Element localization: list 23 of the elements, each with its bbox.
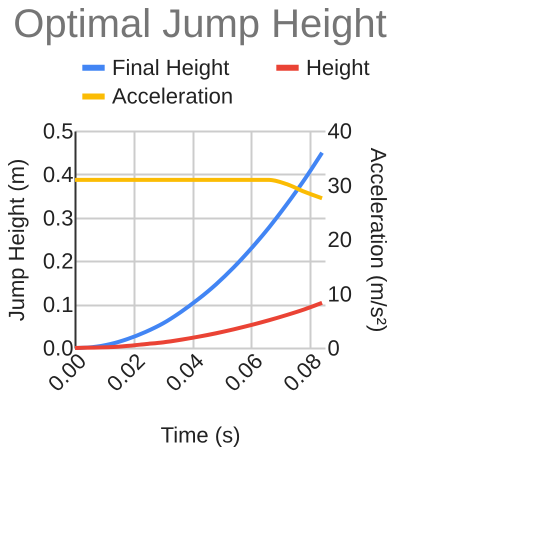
- y-tick-label: 0.4: [42, 162, 74, 187]
- y-axis-title: Jump Height (m): [4, 158, 29, 322]
- y-tick-label: 0.1: [42, 292, 74, 318]
- y-tick-label: 0.5: [42, 118, 74, 144]
- x-tick-label: 0.02: [102, 348, 150, 396]
- y2-tick-label: 10: [328, 281, 352, 306]
- y2-tick-label: 30: [328, 172, 352, 198]
- y2-tick-label: 20: [328, 227, 352, 252]
- legend-label: Final Height: [112, 54, 230, 80]
- y-tick-label: 0.2: [42, 248, 74, 274]
- line-series: [73, 178, 324, 200]
- x-tick-label: 0.06: [220, 348, 268, 396]
- y2-tick-label: 40: [328, 118, 352, 144]
- x-tick-label: 0.08: [278, 348, 326, 396]
- x-axis-title: Time (s): [160, 422, 240, 448]
- x-tick-label: 0.04: [160, 348, 209, 396]
- y2-tick-label: 0: [328, 336, 340, 360]
- chart-title: Optimal Jump Height: [13, 2, 387, 46]
- y-tick-label: 0.3: [42, 205, 74, 230]
- legend-label: Height: [306, 54, 370, 80]
- y2-axis-title: Acceleration (m/s²): [366, 148, 391, 332]
- line-series: [73, 300, 324, 350]
- legend-label: Acceleration: [112, 84, 234, 108]
